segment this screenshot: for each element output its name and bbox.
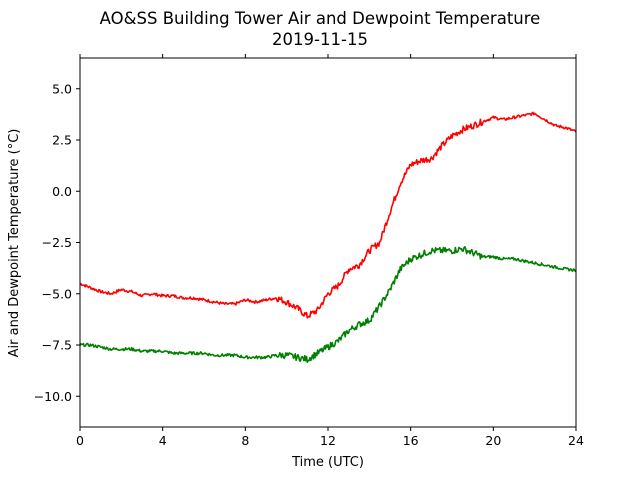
y-tick-label: 2.5 [52,133,72,148]
axes: 0 4 8 12 16 20 24 −10.0 −7.5 −5.0 −2.5 0.0 2.5 5.0 [34,54,584,448]
plot-frame [79,57,577,428]
chart-title: AO&SS Building Tower Air and Dewpoint Te… [100,9,541,28]
x-tick-label: 12 [320,433,336,448]
plot-lines [79,111,577,364]
x-tick-label: 20 [485,433,501,448]
chart-subtitle: 2019-11-15 [272,30,368,49]
x-tick-label: 0 [76,433,84,448]
y-tick-label: 5.0 [52,81,72,96]
x-tick-label: 16 [403,433,419,448]
x-axis-label: Time (UTC) [291,455,364,470]
x-tick-label: 4 [159,433,167,448]
y-axis-label: Air and Dewpoint Temperature (°C) [7,129,22,358]
y-tick-label: −7.5 [42,338,72,353]
y-tick-label: −5.0 [42,286,72,301]
y-tick-label: 0.0 [52,184,72,199]
x-tick-label: 24 [568,433,584,448]
x-tick-label: 8 [241,433,249,448]
y-tick-label: −2.5 [42,235,72,250]
series-line-1 [79,111,577,319]
series-line-2 [79,246,577,364]
y-tick-label: −10.0 [34,389,72,404]
